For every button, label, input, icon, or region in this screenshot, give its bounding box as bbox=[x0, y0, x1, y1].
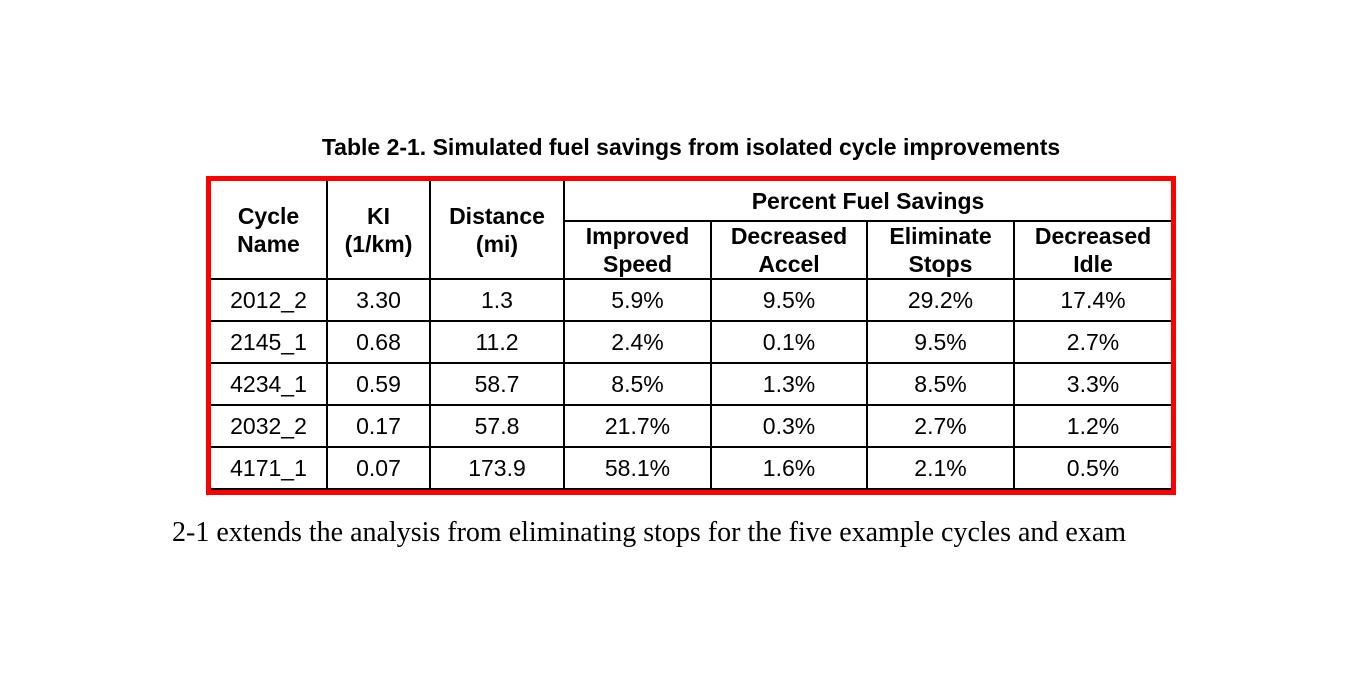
column-header-cycle-name: Cycle Name bbox=[211, 181, 328, 280]
header-row-sub: Improved Speed Decreased Accel Eliminate… bbox=[211, 220, 1171, 280]
table-cell: 4234_1 bbox=[211, 362, 328, 406]
table-cell: 0.1% bbox=[710, 320, 868, 364]
table-cell: 2.1% bbox=[866, 446, 1015, 490]
table-cell: 58.1% bbox=[563, 446, 712, 490]
body-text: 2-1 extends the analysis from eliminatin… bbox=[172, 517, 1127, 548]
table-cell: 29.2% bbox=[866, 278, 1015, 322]
table-cell: 2.4% bbox=[563, 320, 712, 364]
table-cell: 0.3% bbox=[710, 404, 868, 448]
table-cell: 0.59 bbox=[326, 362, 431, 406]
column-header-eliminate-stops: Eliminate Stops bbox=[866, 220, 1015, 280]
table-row: 2032_2 0.17 57.8 21.7% 0.3% 2.7% 1.2% bbox=[211, 404, 1171, 448]
table-cell: 1.6% bbox=[710, 446, 868, 490]
table-cell: 3.3% bbox=[1012, 362, 1171, 406]
table-cell: 58.7 bbox=[429, 362, 565, 406]
table-row: 4171_1 0.07 173.9 58.1% 1.6% 2.1% 0.5% bbox=[211, 446, 1171, 490]
column-header-decreased-idle: Decreased Idle bbox=[1012, 220, 1171, 280]
table-caption: Table 2-1. Simulated fuel savings from i… bbox=[321, 134, 1061, 160]
table-cell: 8.5% bbox=[563, 362, 712, 406]
table-cell: 9.5% bbox=[866, 320, 1015, 364]
table-cell: 21.7% bbox=[563, 404, 712, 448]
table-row: 2012_2 3.30 1.3 5.9% 9.5% 29.2% 17.4% bbox=[211, 278, 1171, 322]
column-header-ki: KI (1/km) bbox=[326, 181, 431, 280]
table-cell: 1.3% bbox=[710, 362, 868, 406]
table-cell: 2012_2 bbox=[211, 278, 328, 322]
table-cell: 17.4% bbox=[1012, 278, 1171, 322]
column-header-distance: Distance (mi) bbox=[429, 181, 565, 280]
table-cell: 8.5% bbox=[866, 362, 1015, 406]
table-row: 2145_1 0.68 11.2 2.4% 0.1% 9.5% 2.7% bbox=[211, 320, 1171, 364]
table-cell: 2.7% bbox=[1012, 320, 1171, 364]
table-cell: 173.9 bbox=[429, 446, 565, 490]
data-table: Cycle Name KI (1/km) Distance (mi) Perce… bbox=[211, 181, 1171, 490]
data-table-outline: Cycle Name KI (1/km) Distance (mi) Perce… bbox=[206, 176, 1176, 495]
table-cell: 5.9% bbox=[563, 278, 712, 322]
column-group-header-percent-fuel-savings: Percent Fuel Savings bbox=[562, 181, 1171, 222]
table-cell: 4171_1 bbox=[211, 446, 328, 490]
table-cell: 11.2 bbox=[429, 320, 565, 364]
header-row-group: Cycle Name KI (1/km) Distance (mi) Perce… bbox=[211, 181, 1171, 280]
table-cell: 0.5% bbox=[1012, 446, 1171, 490]
table-cell: 3.30 bbox=[326, 278, 431, 322]
table-cell: 0.07 bbox=[326, 446, 431, 490]
table-cell: 9.5% bbox=[710, 278, 868, 322]
table-cell: 57.8 bbox=[429, 404, 565, 448]
table-cell: 0.68 bbox=[326, 320, 431, 364]
table-cell: 2145_1 bbox=[211, 320, 328, 364]
column-header-improved-speed: Improved Speed bbox=[563, 220, 712, 280]
table-cell: 2.7% bbox=[866, 404, 1015, 448]
table-cell: 1.2% bbox=[1012, 404, 1171, 448]
table-cell: 2032_2 bbox=[211, 404, 328, 448]
column-header-decreased-accel: Decreased Accel bbox=[710, 220, 868, 280]
table-row: 4234_1 0.59 58.7 8.5% 1.3% 8.5% 3.3% bbox=[211, 362, 1171, 406]
table-cell: 1.3 bbox=[429, 278, 565, 322]
table-cell: 0.17 bbox=[326, 404, 431, 448]
